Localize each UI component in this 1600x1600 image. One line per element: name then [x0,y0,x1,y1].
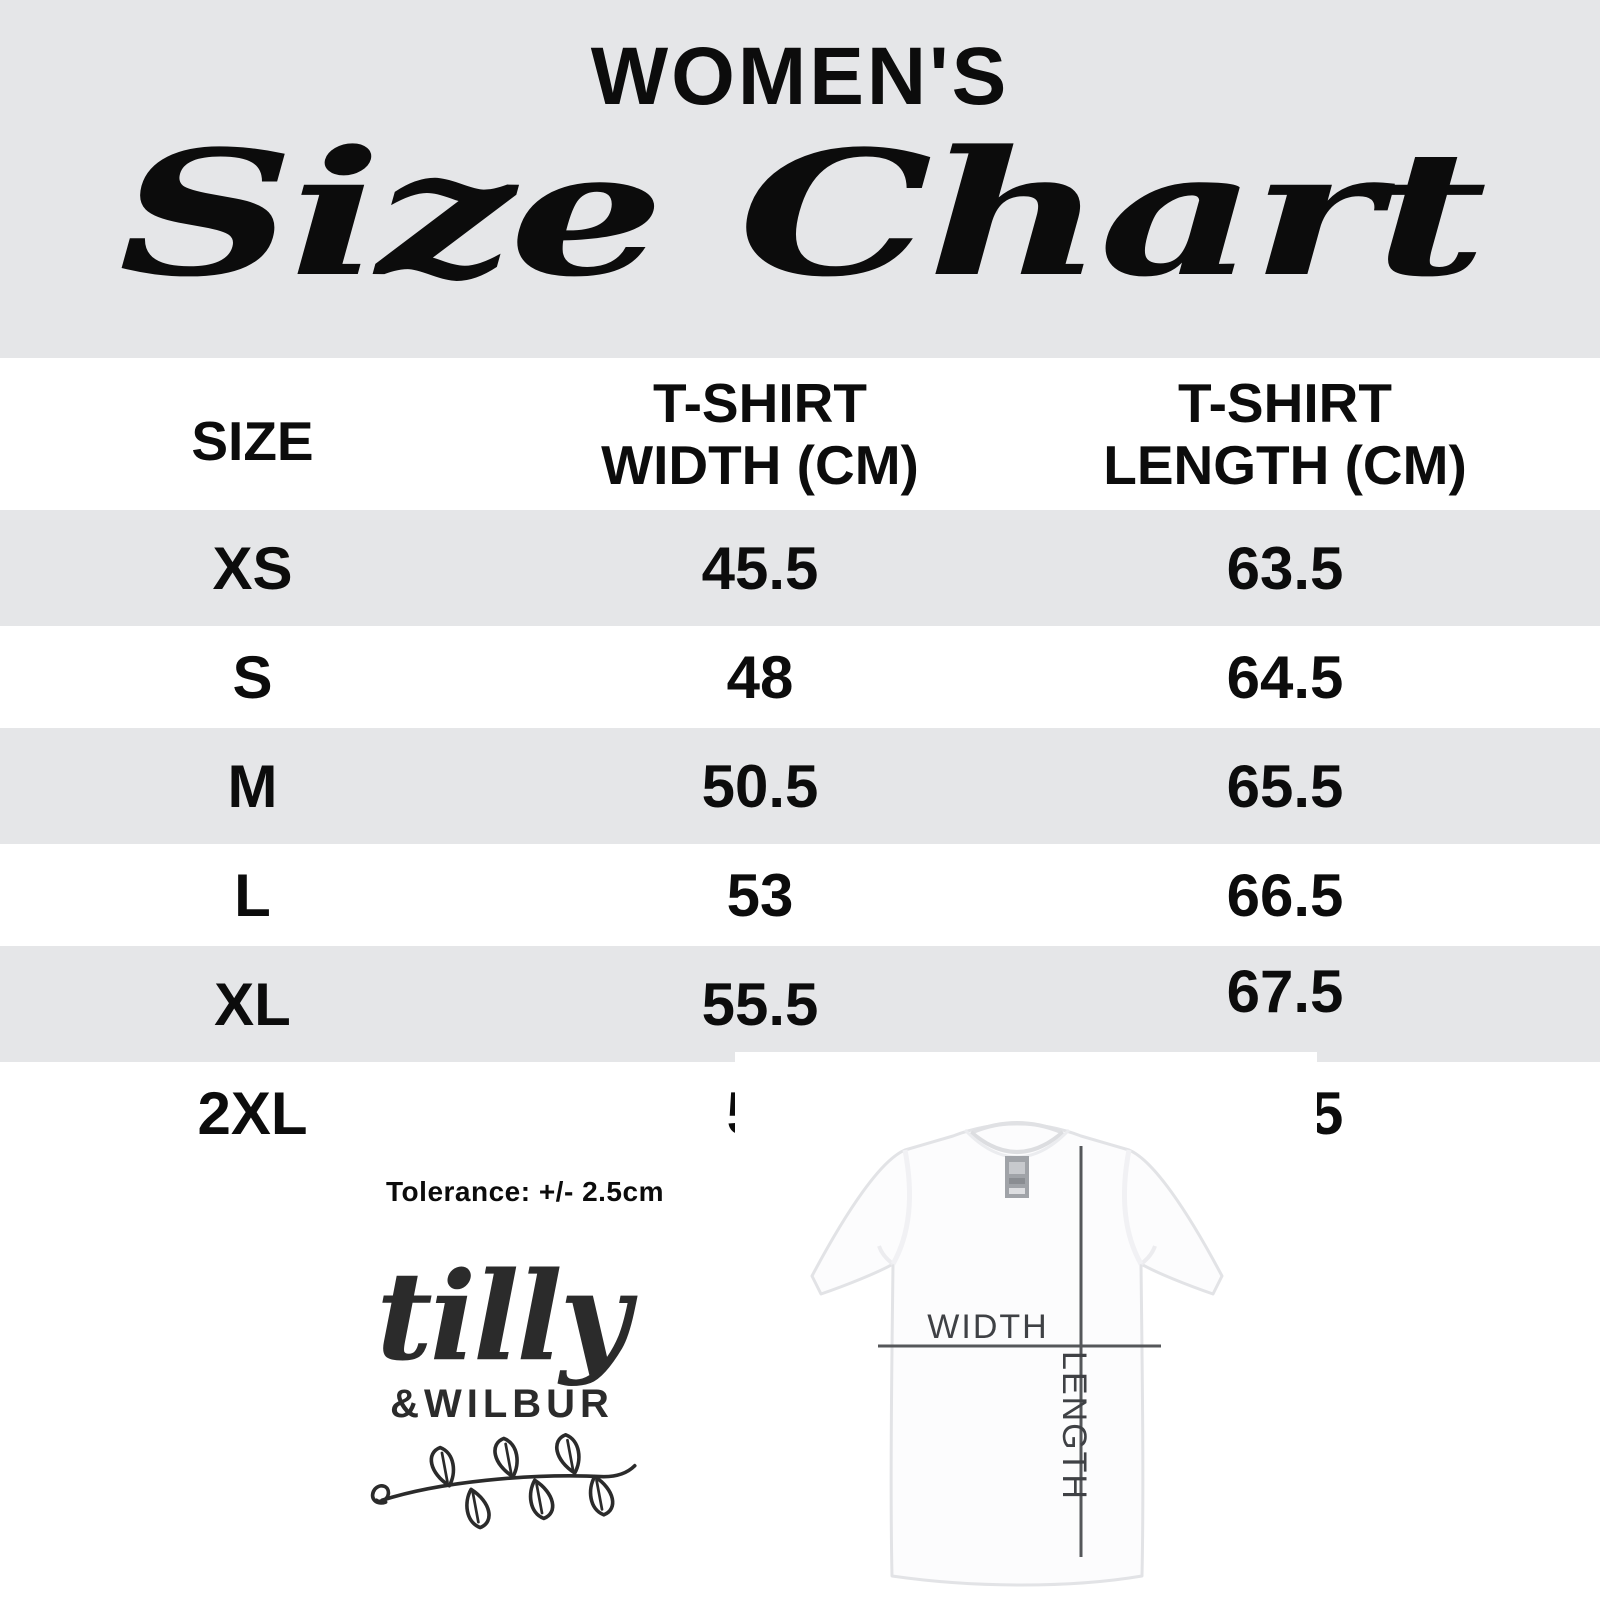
size-cell: S [232,643,273,711]
brand-logo-caps-text: &WILBUR [390,1382,614,1427]
column-header-length: T-SHIRT LENGTH (CM) [1015,372,1600,496]
table-header-row: SIZE T-SHIRT WIDTH (CM) T-SHIRT LENGTH (… [0,358,1600,510]
length-cell: 67.5 [1226,957,1344,1025]
column-header-size: SIZE [0,396,505,472]
width-cell: 48 [726,643,794,711]
tshirt-photo [810,1121,1224,1587]
column-header-width-line1: T-SHIRT [653,372,867,434]
column-header-width-line2: WIDTH (CM) [601,434,919,496]
brand-logo: tilly &WILBUR [352,1252,652,1538]
width-cell: 50.5 [701,752,819,820]
size-cell: XL [214,970,291,1038]
size-cell: M [227,752,278,820]
size-cell: XS [212,534,293,602]
masthead-kicker: WOMEN'S [590,31,1010,122]
size-cell: L [234,861,271,929]
table-row: S 48 64.5 [0,626,1600,728]
length-cell: 64.5 [1226,643,1344,711]
table-row: XS 45.5 63.5 [0,510,1600,626]
column-header-length-line1: T-SHIRT [1178,372,1392,434]
table-row: L 53 66.5 [0,844,1600,946]
length-cell: 66.5 [1226,861,1344,929]
size-cell: 2XL [197,1079,308,1147]
table-body: XS 45.5 63.5 S 48 64.5 M 50.5 65.5 L 53 … [0,510,1600,1164]
brand-logo-script-text: tilly [376,1244,630,1388]
column-header-size-label: SIZE [191,410,314,472]
width-cell: 53 [726,861,794,929]
width-cell: 55.5 [701,970,819,1038]
length-cell: 63.5 [1226,534,1344,602]
tolerance-note: Tolerance: +/- 2.5cm [386,1176,664,1207]
laurel-branch-icon [352,1433,652,1538]
tshirt-measurement-diagram: WIDTH LENGTH [735,1052,1317,1600]
length-label: LENGTH [1055,1351,1093,1501]
column-header-width: T-SHIRT WIDTH (CM) [505,372,1015,496]
width-label: WIDTH [927,1308,1048,1346]
size-table: SIZE T-SHIRT WIDTH (CM) T-SHIRT LENGTH (… [0,358,1600,1164]
table-row: XL 55.5 67.5 [0,946,1600,1062]
table-row: M 50.5 65.5 [0,728,1600,844]
width-cell: 45.5 [701,534,819,602]
length-cell: 65.5 [1226,752,1344,820]
page-title: Size Chart [118,112,1487,315]
masthead: WOMEN'S Size Chart [0,0,1600,358]
neck-tag [1005,1156,1029,1198]
column-header-length-line2: LENGTH (CM) [1103,434,1467,496]
